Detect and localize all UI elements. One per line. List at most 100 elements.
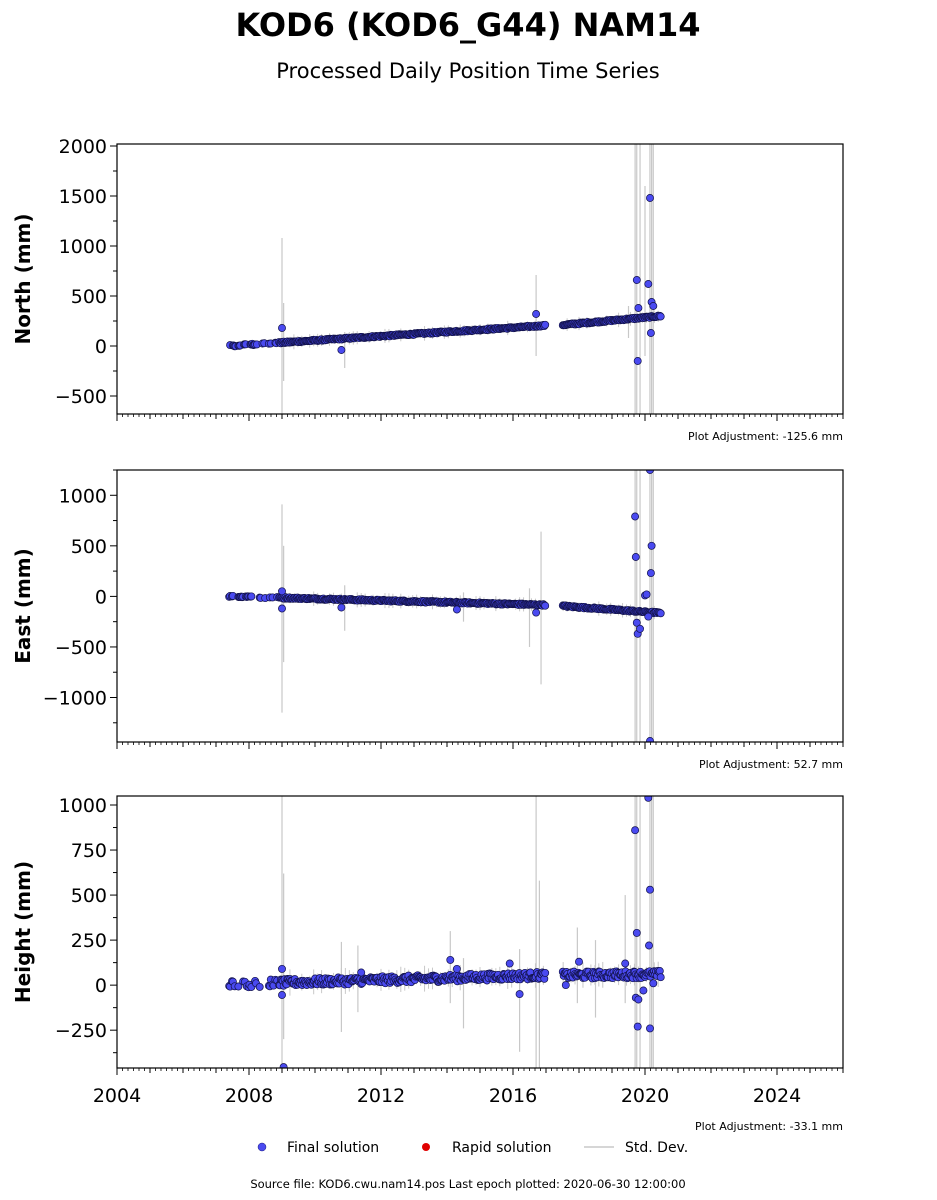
y-tick-label: 2000 (59, 136, 107, 158)
final-solution-point (532, 608, 541, 617)
final-solution-point (644, 796, 653, 802)
final-solution-point (337, 346, 346, 354)
y-tick-label: 500 (71, 536, 107, 558)
final-solution-point (656, 973, 665, 982)
y-axis-label: Height (mm) (11, 861, 35, 1003)
final-solution-point (452, 964, 461, 973)
final-solution-point (633, 1022, 642, 1031)
final-solution-point (633, 357, 642, 365)
final-solution-point (515, 990, 524, 999)
final-solution-point (631, 553, 640, 561)
panel-2: −250 0 250 500 750 1000 2004 2008 2012 2016 2020 20… (11, 795, 844, 1133)
y-tick-label: 1000 (59, 795, 107, 817)
y-tick-label: 750 (71, 840, 107, 862)
final-solution-point (532, 310, 541, 318)
final-solution-point (647, 541, 656, 550)
y-tick-label: −1000 (43, 688, 107, 710)
final-solution-point (575, 957, 583, 966)
plot-adjustment-note: Plot Adjustment: 52.7 mm (699, 758, 843, 771)
final-solution-point (446, 955, 455, 964)
panels-group: −500 0 500 1000 1500 2000 North (mm) Plot Adjus… (11, 136, 844, 1133)
final-solution-point (644, 612, 653, 621)
x-tick-label: 2024 (753, 1085, 801, 1107)
final-solution-point (541, 601, 550, 610)
source-file-note: Source file: KOD6.cwu.nam14.pos Last epo… (250, 1177, 685, 1191)
y-tick-label: 500 (71, 885, 107, 907)
final-solution-point (646, 1024, 654, 1033)
final-solution-point (541, 320, 550, 329)
final-solution-point (278, 604, 286, 613)
final-solution-point (646, 470, 654, 474)
axes-frame (116, 795, 844, 1069)
final-solution-point (632, 276, 641, 284)
final-solution-point (632, 618, 641, 627)
y-tick-label: −500 (55, 386, 107, 408)
plot-adjustment-note: Plot Adjustment: -125.6 mm (688, 430, 843, 443)
legend-std-label: Std. Dev. (625, 1140, 688, 1156)
x-tick-label: 2004 (93, 1085, 141, 1107)
final-solution-point (656, 312, 665, 321)
final-solution-point (278, 991, 286, 999)
final-solution-point (636, 624, 644, 633)
final-solution-point (541, 968, 550, 977)
final-solution-point (649, 979, 658, 988)
x-tick-label: 2016 (489, 1085, 537, 1107)
y-tick-label: 500 (71, 286, 107, 308)
final-solution-point (642, 590, 651, 599)
plot-area (225, 470, 665, 742)
final-solution-point (452, 605, 461, 614)
final-solution-point (646, 737, 654, 742)
axes-frame (116, 143, 844, 415)
final-solution-point (649, 302, 658, 310)
y-axis-label: North (mm) (11, 213, 35, 344)
x-tick-label: 2020 (621, 1085, 669, 1107)
final-solution-point (645, 941, 653, 950)
final-solution-point (646, 569, 655, 578)
plot-adjustment-note: Plot Adjustment: -33.1 mm (695, 1120, 843, 1133)
y-tick-label: 1000 (59, 236, 107, 258)
y-tick-label: 1000 (59, 485, 107, 507)
plot-area (226, 144, 665, 414)
legend-rapid-marker (422, 1143, 430, 1151)
legend-final-marker (257, 1142, 267, 1152)
final-solution-point (639, 986, 648, 995)
x-tick-label: 2008 (225, 1085, 273, 1107)
final-solution-point (278, 324, 286, 332)
y-tick-label: −500 (55, 637, 107, 659)
final-solution-point (247, 592, 256, 601)
y-tick-label: 0 (95, 586, 107, 608)
final-solution-point (255, 982, 264, 991)
final-solution-point (656, 609, 665, 618)
x-tick-label: 2012 (357, 1085, 405, 1107)
legend-rapid-label: Rapid solution (452, 1140, 552, 1156)
panel-0: −500 0 500 1000 1500 2000 North (mm) Plot Adjus… (11, 136, 844, 443)
final-solution-point (646, 194, 654, 202)
y-tick-label: −250 (55, 1020, 107, 1042)
y-tick-label: 0 (95, 336, 107, 358)
final-solution-point (631, 512, 640, 521)
final-solution-point (505, 959, 514, 968)
final-solution-point (278, 587, 286, 596)
plot-area (225, 796, 665, 1068)
final-solution-point (278, 964, 286, 973)
final-solution-point (634, 304, 643, 312)
figure-title: KOD6 (KOD6_G44) NAM14 (235, 6, 700, 44)
final-solution-point (646, 885, 654, 894)
final-solution-point (279, 1063, 288, 1068)
panel-1: −1000 −500 0 500 1000 East (mm) Plot Adjustmen… (11, 469, 844, 771)
final-solution-point (634, 995, 643, 1004)
final-solution-point (357, 968, 366, 977)
final-solution-point (561, 981, 570, 990)
y-tick-label: 0 (95, 975, 107, 997)
figure-subtitle: Processed Daily Position Time Series (276, 59, 660, 83)
final-solution-point (234, 982, 243, 991)
y-axis-label: East (mm) (11, 548, 35, 664)
y-tick-label: 1500 (59, 186, 107, 208)
final-solution-point (646, 329, 655, 337)
final-solution-point (621, 959, 630, 968)
legend-final-label: Final solution (287, 1140, 379, 1156)
final-solution-point (644, 280, 653, 288)
final-solution-point (632, 928, 641, 937)
legend: Final solution Rapid solution Std. Dev. (257, 1140, 688, 1156)
